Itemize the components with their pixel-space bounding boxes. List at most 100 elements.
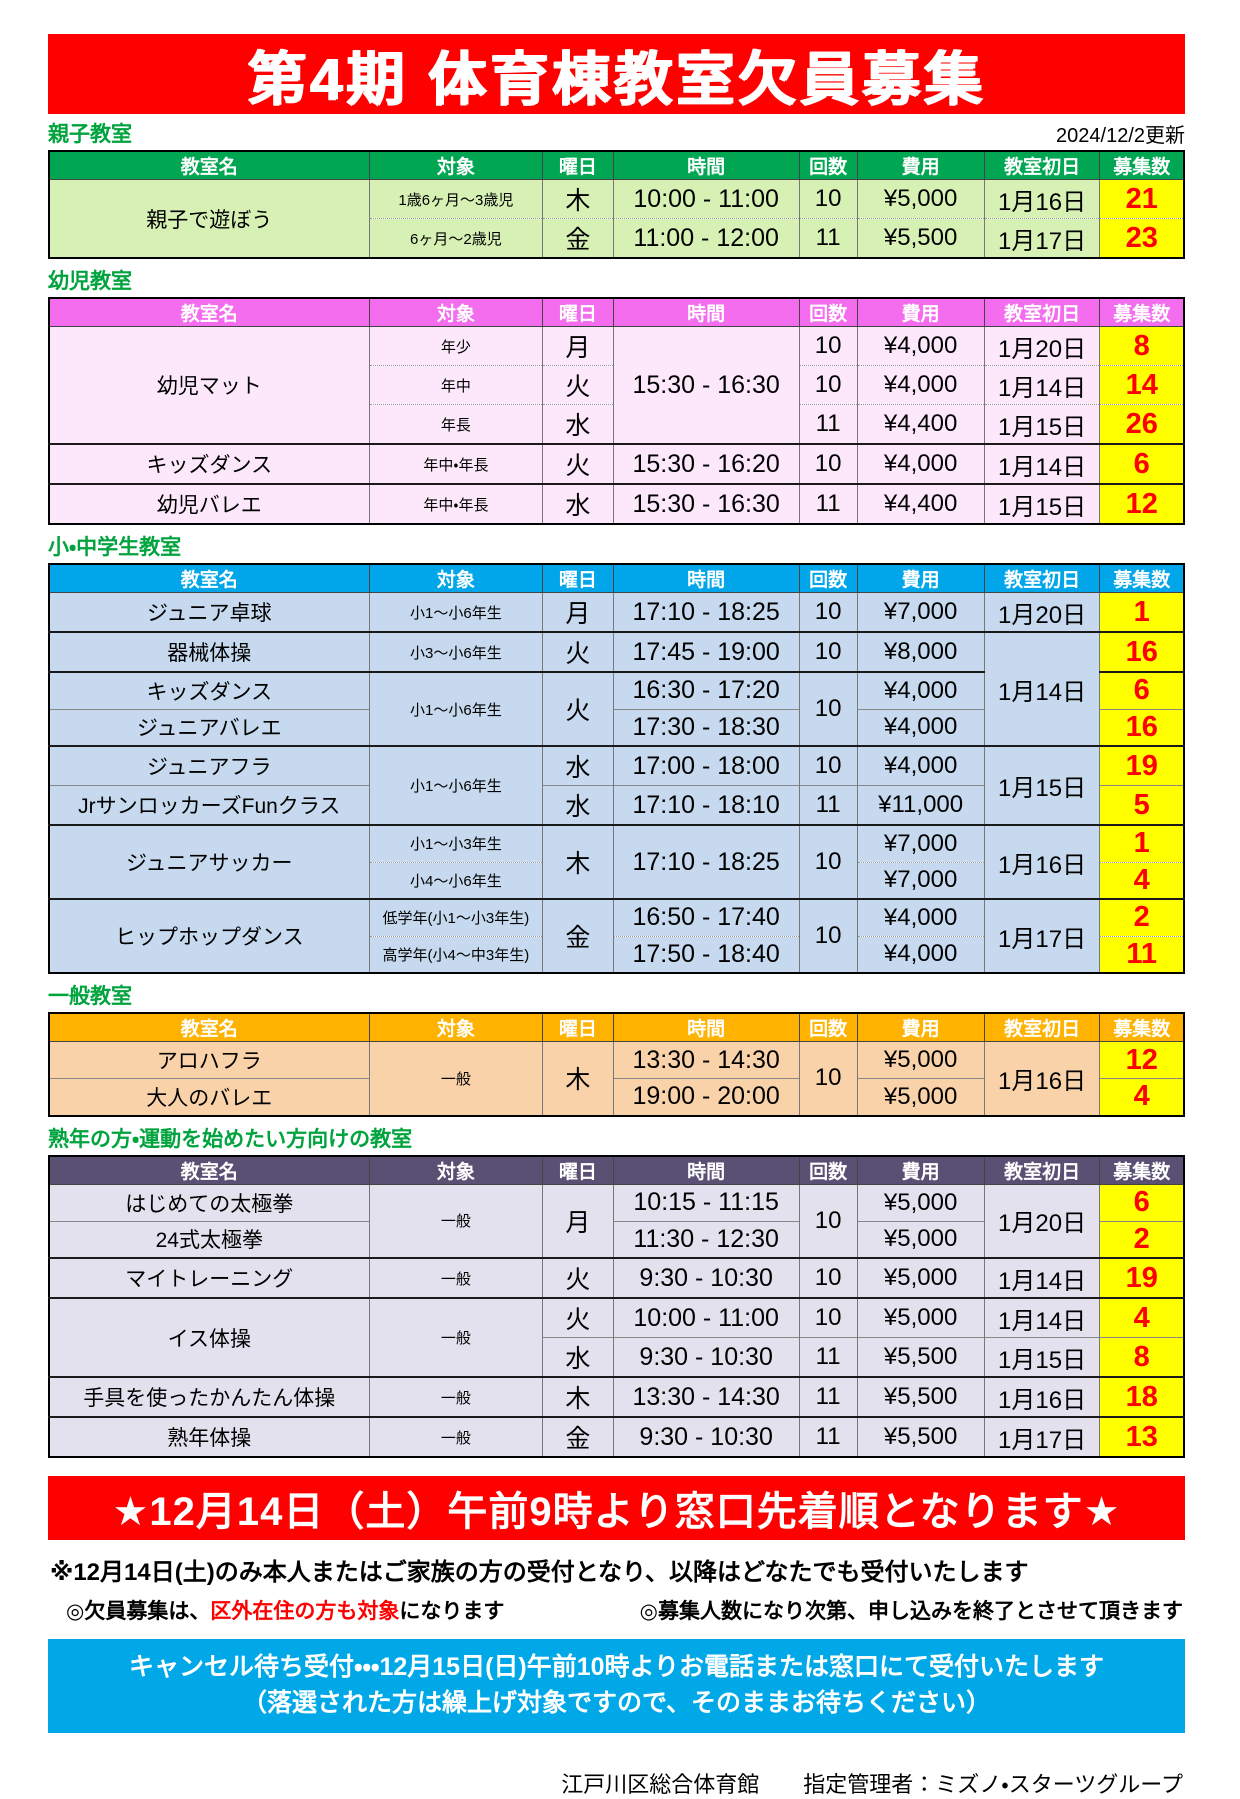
- table-row: イス体操 一般火 10:00 - 11:00 10 ¥5,000 1月14日 4: [48, 1297, 1185, 1377]
- table-row: 小4～小6年生 ¥7,000 4: [49, 861, 1185, 899]
- cell-quota: 16: [1099, 631, 1185, 672]
- section-label: 一般教室: [48, 985, 132, 1008]
- table-row: キッズダンス 年中・年長火 15:30 - 16:20 10 ¥4,000 1月14日 6: [48, 443, 1185, 484]
- table-row: ジュニアフラ 小1～小6年生水 17:00 - 18:00 10 ¥4,000 1月15日…: [48, 745, 1185, 825]
- cell-day: 水: [542, 745, 614, 786]
- column-header: 対象: [368, 297, 544, 327]
- cell-name: はじめての太極拳: [48, 1184, 370, 1221]
- cell-date: 1月17日: [983, 1416, 1101, 1457]
- cell-quota: 4: [1099, 861, 1185, 899]
- cell-quota: 6: [1099, 443, 1185, 484]
- cell-date: 1月20日: [983, 592, 1101, 632]
- column-header: 教室名: [48, 1155, 370, 1185]
- cell-day: 水: [542, 483, 614, 524]
- table-row: 6ヶ月～2歳児金 11:00 - 12:00 11 ¥5,500 1月17日 23: [49, 218, 1185, 258]
- cell-day: 木: [542, 824, 614, 899]
- cell-day: 水: [542, 785, 614, 825]
- cell-quota: 14: [1099, 365, 1185, 405]
- column-header: 時間: [612, 563, 800, 593]
- column-header: 費用: [856, 150, 985, 180]
- cell-fee: ¥4,000: [856, 708, 985, 746]
- cell-time: 15:30 - 16:30: [612, 326, 800, 444]
- section-label-row: 小・中学生教室: [48, 531, 1185, 561]
- cell-day: 金: [542, 218, 614, 258]
- cell-count: 10: [798, 179, 858, 219]
- cell-day: 火: [542, 1297, 614, 1338]
- deadline-text: ★12月14日（土）午前9時より窓口先着順となります★: [112, 1490, 1121, 1534]
- cell-quota: 21: [1099, 179, 1185, 219]
- column-header: 教室初日: [983, 297, 1101, 327]
- cell-date: 1月16日: [983, 824, 1101, 899]
- page-title: 第4期 体育棟教室欠員募集: [247, 47, 986, 112]
- updated-date: 2024/12/2更新: [1056, 125, 1185, 147]
- cell-name: 親子で遊ぼう: [48, 179, 370, 258]
- deadline-banner: ★12月14日（土）午前9時より窓口先着順となります★: [48, 1476, 1185, 1540]
- column-header: 教室初日: [983, 150, 1101, 180]
- cell-time: 10:00 - 11:00: [612, 179, 800, 219]
- cell-name: 大人のバレエ: [48, 1078, 370, 1116]
- column-header: 対象: [368, 1012, 544, 1042]
- cell-quota: 11: [1099, 935, 1185, 973]
- column-header: 曜日: [542, 1155, 614, 1185]
- cell-time: 9:30 - 10:30: [612, 1257, 800, 1298]
- cell-date: 1月17日: [983, 898, 1101, 973]
- cell-fee: ¥4,000: [856, 326, 985, 366]
- note-row: ◎欠員募集は、区外在住の方も対象になります ◎募集人数になり次第、申し込みを終了…: [48, 1595, 1185, 1625]
- cell-count: 10: [798, 592, 858, 632]
- table-row: 高学年(小4～中3年生) 17:50 - 18:40 ¥4,000 11: [49, 935, 1185, 973]
- cell-date: 1月16日: [983, 1041, 1101, 1116]
- cell-target: 年中・年長: [368, 443, 544, 484]
- column-header: 回数: [798, 297, 858, 327]
- cell-day: 火: [542, 365, 614, 405]
- cell-count: 10: [798, 326, 858, 366]
- table-row: 手具を使ったかんたん体操 一般木 13:30 - 14:30 11 ¥5,500 1月16…: [48, 1376, 1185, 1417]
- cell-count: 11: [798, 218, 858, 258]
- column-header: 曜日: [542, 1012, 614, 1042]
- cell-count: 10: [798, 898, 858, 973]
- column-header: 費用: [856, 1155, 985, 1185]
- table-row: JrサンロッカーズFunクラス 水 17:10 - 18:10 11 ¥11,000 5: [48, 785, 1185, 825]
- note-vacancy-prefix: ◎欠員募集は、: [66, 1600, 211, 1623]
- cell-name: 器械体操: [48, 631, 370, 672]
- cell-name: ヒップホップダンス: [48, 898, 370, 973]
- cell-target: 1歳6ヶ月～3歳児: [368, 179, 544, 219]
- column-header: 対象: [368, 1155, 544, 1185]
- cell-time: 17:50 - 18:40: [612, 935, 800, 973]
- cell-name: 幼児バレエ: [48, 483, 370, 524]
- cell-target: 小1～小6年生: [368, 671, 544, 746]
- cell-quota: 5: [1099, 785, 1185, 825]
- cell-fee: ¥8,000: [856, 631, 985, 672]
- header-row: 教室名 対象 曜日 時間 回数 費用 教室初日 募集数: [48, 1155, 1185, 1185]
- cell-day: 月: [542, 326, 614, 366]
- column-header: 教室初日: [983, 1155, 1101, 1185]
- cell-date: 1月20日: [983, 1184, 1101, 1258]
- cell-target: 一般: [368, 1297, 544, 1377]
- column-header: 教室初日: [983, 1012, 1101, 1042]
- cell-time: 17:30 - 18:30: [612, 708, 800, 746]
- cell-day: 月: [542, 1184, 614, 1258]
- table-row: 幼児マット 年少月 15:30 - 16:30 10 ¥4,000 1月20日 8: [48, 326, 1185, 444]
- cell-name: 幼児マット: [48, 326, 370, 444]
- schedule-table: 教室名 対象 曜日 時間 回数 費用 教室初日 募集数 はじめての太極拳 一般月 10:15 - 1…: [48, 1154, 1185, 1458]
- cell-fee: ¥4,400: [856, 404, 985, 444]
- cell-fee: ¥4,000: [856, 671, 985, 709]
- column-header: 教室名: [48, 1012, 370, 1042]
- cell-target: 小3～小6年生: [368, 631, 544, 672]
- header-row: 教室名 対象 曜日 時間 回数 費用 教室初日 募集数: [48, 563, 1185, 593]
- cell-date: 1月15日: [983, 404, 1101, 444]
- note-close: ◎募集人数になり次第、申し込みを終了とさせて頂きます: [639, 1600, 1183, 1623]
- cell-target: 一般: [368, 1257, 544, 1298]
- cell-target: 小1～小6年生: [368, 745, 544, 825]
- cell-target: 一般: [368, 1416, 544, 1457]
- note-vacancy-suffix: になります: [399, 1600, 505, 1623]
- cell-quota: 19: [1099, 1257, 1185, 1298]
- column-header: 回数: [798, 150, 858, 180]
- table-row: 親子で遊ぼう 1歳6ヶ月～3歳児木 10:00 - 11:00 10 ¥5,000 1月1…: [48, 179, 1185, 258]
- title-banner: 第4期 体育棟教室欠員募集: [48, 34, 1185, 114]
- section-label-row: 親子教室 2024/12/2更新: [48, 118, 1185, 148]
- cell-target: 一般: [368, 1184, 544, 1258]
- cell-day: 水: [542, 404, 614, 444]
- table-row: 器械体操 小3～小6年生火 17:45 - 19:00 10 ¥8,000 1月14日 16: [48, 631, 1185, 746]
- cell-date: 1月14日: [983, 1297, 1101, 1338]
- table-row: 熟年体操 一般金 9:30 - 10:30 11 ¥5,500 1月17日 13: [48, 1416, 1185, 1457]
